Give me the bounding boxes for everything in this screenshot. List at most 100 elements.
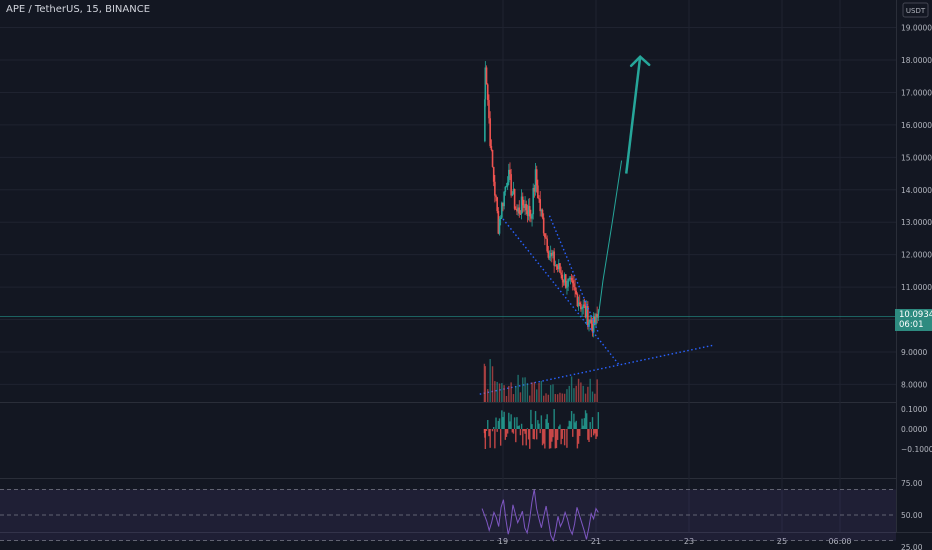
candle-body (577, 302, 580, 307)
volume-bar (561, 393, 563, 402)
oscillator-bar (497, 420, 500, 429)
dotted-trendline (548, 215, 599, 333)
candle-body (518, 207, 521, 214)
candle-body (563, 274, 566, 283)
oscillator-bar (548, 429, 551, 449)
oscillator-bar (511, 429, 513, 433)
candle-body (587, 306, 589, 327)
oscillator-bar (574, 422, 576, 429)
volume-bar (510, 382, 512, 402)
oscillator-bar (495, 417, 497, 429)
oscillator-bar (549, 429, 552, 449)
volume-bar (594, 393, 596, 402)
candle-body (512, 189, 515, 195)
oscillator-bar (546, 414, 548, 429)
volume-bar (584, 393, 587, 402)
candle-body (562, 280, 565, 283)
price-tick-label: 12.0000 (901, 251, 932, 260)
candle-body (523, 205, 525, 208)
oscillator-bar (489, 429, 491, 448)
oscillator-bar (568, 420, 570, 429)
oscillator-bar (485, 429, 488, 431)
oscillator-bar (597, 412, 600, 429)
volume-bar (577, 378, 580, 402)
oscillator-bar (518, 425, 520, 429)
oscillator-bar (559, 424, 561, 429)
candle-body (554, 265, 557, 267)
volume-bar (568, 385, 570, 402)
oscillator-bar (594, 429, 596, 434)
oscillator-bar (509, 421, 511, 429)
volume-bar (566, 389, 568, 402)
rsi-line (481, 489, 599, 543)
time-tick-label: 23 (684, 537, 694, 546)
symbol-title[interactable]: APE / TetherUS, 15, BINANCE (6, 4, 151, 15)
candle-body (558, 263, 560, 270)
candle-body (511, 194, 514, 196)
oscillator-bar (498, 418, 501, 429)
candle-body (490, 146, 493, 150)
oscillator-bar (577, 429, 580, 444)
volume-bar (501, 383, 503, 402)
oscillator-bar (504, 429, 507, 440)
volume-bar (563, 393, 566, 402)
volume-bar (547, 394, 550, 402)
candle-body (537, 185, 539, 199)
oscillator-bar (527, 429, 530, 440)
candle-body (583, 304, 586, 306)
volume-bar (545, 393, 547, 402)
candle-body (578, 302, 581, 305)
current-price-value: 10.0934 (899, 310, 932, 320)
oscillator-bar (526, 428, 529, 429)
candle-body (491, 149, 494, 167)
volume-bar (538, 382, 540, 402)
candle-body (503, 191, 505, 207)
oscillator-bar (494, 429, 496, 449)
main-pane (0, 0, 896, 402)
price-tick-label: 13.0000 (901, 218, 932, 227)
oscillator-bar (589, 422, 591, 429)
currency-button-label[interactable]: USDT (906, 7, 926, 15)
volume-bar (589, 378, 591, 402)
oscillator-bar (560, 429, 562, 445)
candle-body (510, 174, 512, 196)
volume-bar (512, 394, 515, 402)
candle-body (560, 272, 562, 275)
price-tick-label: 17.0000 (901, 88, 932, 97)
candle-body (526, 210, 529, 216)
oscillator-pane (0, 402, 896, 478)
oscillator-bar (563, 429, 566, 446)
candle-body (485, 67, 488, 85)
volume-bar (540, 381, 543, 402)
oscillator-bar (587, 429, 589, 440)
oscillator-bar (536, 429, 538, 440)
oscillator-bar (501, 410, 503, 429)
volume-bar (524, 377, 526, 402)
volume-bar (487, 389, 489, 402)
oscillator-bar (529, 429, 531, 449)
volume-bar (580, 382, 582, 402)
price-tick-label: 14.0000 (901, 186, 932, 195)
candle-body (559, 263, 561, 273)
time-tick-label: 19 (498, 537, 508, 546)
oscillator-bar (516, 417, 518, 429)
candle-body (530, 216, 532, 219)
candle-body (595, 314, 597, 325)
candle-body (534, 169, 537, 192)
oscillator-bar (552, 429, 554, 438)
volume-bar (489, 359, 491, 402)
oscillator-bar (496, 429, 498, 432)
oscillator-bar (551, 429, 553, 442)
oscillator-bar (567, 426, 569, 429)
oscillator-tick-label: 0.1000 (901, 405, 927, 414)
candle-body (504, 186, 507, 192)
candle-body (486, 84, 489, 101)
candle-body (508, 169, 510, 183)
oscillator-bar (502, 417, 504, 429)
oscillator-bar (512, 429, 515, 434)
oscillator-bar (553, 409, 555, 429)
oscillator-bar (554, 429, 557, 449)
candle-body (498, 218, 501, 234)
candle-body (576, 294, 579, 307)
